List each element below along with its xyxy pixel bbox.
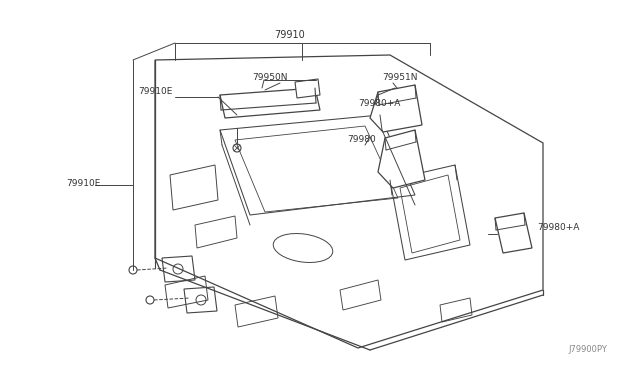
Text: 79980+A: 79980+A — [358, 99, 401, 108]
Text: 79910E: 79910E — [66, 179, 100, 187]
Text: 79910E: 79910E — [139, 87, 173, 96]
Polygon shape — [495, 213, 532, 253]
Polygon shape — [295, 79, 320, 98]
Text: 79980+A: 79980+A — [537, 224, 579, 232]
Polygon shape — [370, 85, 422, 132]
Text: 79910: 79910 — [275, 30, 305, 40]
Text: 79980: 79980 — [347, 135, 376, 144]
Text: 79950N: 79950N — [252, 74, 287, 83]
Polygon shape — [220, 88, 320, 118]
Text: 79951N: 79951N — [382, 73, 417, 81]
Text: J79900PY: J79900PY — [568, 346, 607, 355]
Polygon shape — [378, 130, 425, 188]
